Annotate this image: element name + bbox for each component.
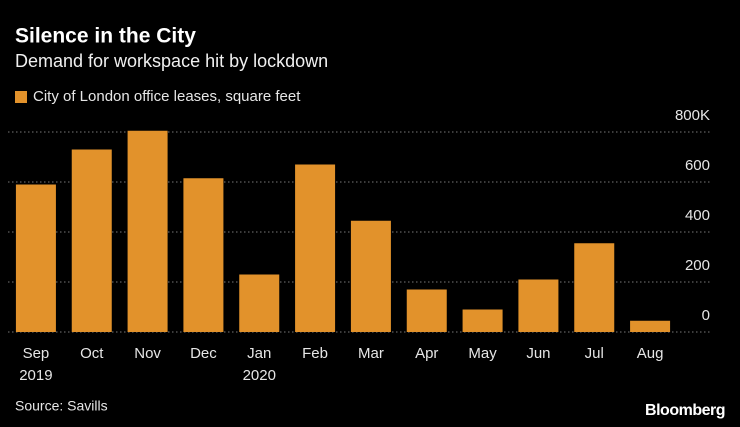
- bar: [239, 274, 280, 332]
- bar: [71, 149, 112, 332]
- chart-title: Silence in the City: [15, 25, 196, 48]
- brand: Bloomberg: [645, 402, 725, 419]
- y-tick-label: 200: [685, 257, 710, 274]
- x-tick-label: Feb: [302, 345, 328, 362]
- bar: [406, 289, 447, 332]
- x-tick-label: Oct: [80, 345, 104, 362]
- x-tick-label: Jun: [526, 345, 550, 362]
- chart-subtitle: Demand for workspace hit by lockdown: [15, 51, 328, 71]
- x-tick-label: 2020: [243, 367, 276, 384]
- x-tick-label: Aug: [637, 345, 664, 362]
- bar: [518, 279, 559, 332]
- y-tick-label: 400: [685, 207, 710, 224]
- bar: [127, 130, 168, 332]
- y-tick-label: 800K: [675, 107, 710, 124]
- bar: [462, 309, 503, 332]
- y-tick-label: 600: [685, 157, 710, 174]
- x-tick-label: Apr: [415, 345, 438, 362]
- x-tick-label: Dec: [190, 345, 217, 362]
- bar: [15, 184, 56, 332]
- bar: [350, 220, 391, 332]
- legend-swatch: [15, 91, 27, 103]
- x-tick-label: 2019: [19, 367, 52, 384]
- x-tick-label: Jul: [585, 345, 604, 362]
- x-tick-label: Sep: [23, 345, 50, 362]
- bar: [574, 243, 615, 332]
- bar: [183, 178, 224, 332]
- x-tick-label: Mar: [358, 345, 384, 362]
- x-tick-label: May: [468, 345, 497, 362]
- source: Source: Savills: [15, 398, 108, 414]
- legend-label: City of London office leases, square fee…: [33, 88, 301, 105]
- bar: [295, 164, 336, 332]
- y-tick-label: 0: [702, 307, 710, 324]
- x-tick-label: Jan: [247, 345, 271, 362]
- x-tick-label: Nov: [134, 345, 161, 362]
- bar: [630, 320, 671, 332]
